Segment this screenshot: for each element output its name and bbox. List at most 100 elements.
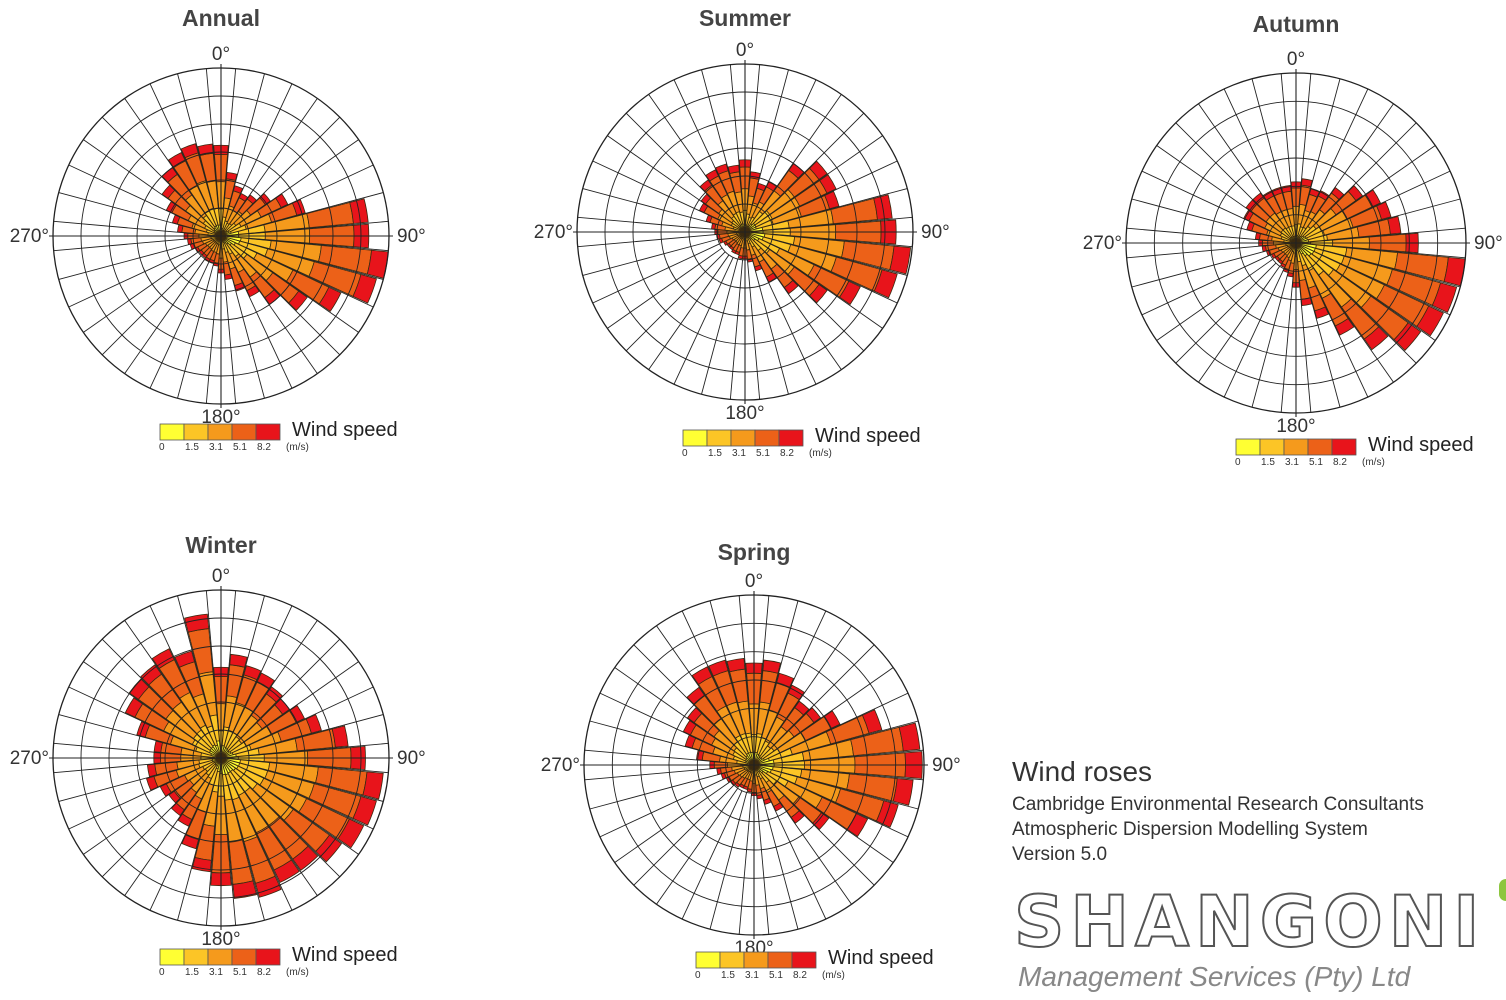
grid-spoke — [1318, 145, 1436, 228]
legend-swatch-bin2 — [207, 948, 233, 966]
grid-spoke — [773, 784, 875, 886]
grid-spoke — [746, 259, 761, 400]
grid-spoke — [582, 188, 719, 226]
legend-tick: 8.2 — [257, 442, 271, 453]
petal-winter-120-bin4 — [337, 818, 365, 849]
grid-spoke — [1251, 78, 1290, 216]
grid-spoke — [227, 595, 265, 732]
petal-summer-130-bin4 — [809, 283, 828, 304]
grid-spoke — [1324, 227, 1466, 241]
legend-swatch-bin2 — [207, 423, 233, 441]
grid-spoke — [205, 263, 220, 404]
grid-spoke — [589, 771, 727, 810]
legend-swatch-bin4 — [778, 429, 804, 447]
petal-summer-100-bin4 — [889, 245, 912, 275]
grid-spoke — [1156, 258, 1274, 341]
petal-spring-80-bin4 — [898, 722, 921, 752]
grid-spoke — [582, 238, 719, 276]
grid-spoke — [177, 262, 215, 399]
grid-spoke — [760, 792, 799, 930]
petal-annual-340-bin4 — [180, 143, 199, 159]
grid-spoke — [769, 787, 852, 905]
grid-spoke — [1302, 78, 1341, 216]
legend-swatch-bin3 — [1307, 438, 1333, 456]
legend-swatch-bin0 — [159, 423, 185, 441]
legend-swatch-bin3 — [231, 948, 257, 966]
grid-spoke — [232, 605, 293, 733]
legend-tick: 8.2 — [1333, 457, 1347, 468]
legend-swatch-bin4 — [255, 423, 281, 441]
petal-annual-80-bin3 — [306, 201, 354, 229]
grid-spoke — [1323, 198, 1461, 237]
direction-label-west: 270° — [10, 226, 49, 247]
grid-spoke — [124, 98, 206, 214]
legend-unit: (m/s) — [286, 442, 309, 453]
legend-swatch-bin0 — [159, 948, 185, 966]
legend-swatch-bin2 — [743, 951, 769, 969]
grid-spoke — [779, 776, 909, 838]
legend-swatch-bin4 — [1331, 438, 1357, 456]
petal-spring-10-bin4 — [762, 659, 782, 674]
petal-winter-140-bin4 — [292, 845, 319, 871]
petal-autumn-110-bin4 — [1431, 282, 1458, 313]
grid-spoke — [648, 94, 730, 210]
grid-spoke — [756, 79, 817, 207]
grid-spoke — [625, 112, 726, 213]
petal-autumn-50-bin4 — [1347, 185, 1364, 202]
legend-title: Wind speed — [815, 425, 921, 447]
grid-spoke — [592, 243, 720, 304]
grid-spoke — [240, 777, 341, 878]
petal-winter-100-bin4 — [362, 771, 384, 800]
grid-spoke — [246, 686, 374, 747]
chart-title-autumn: Autumn — [1253, 11, 1340, 37]
grid-spoke — [681, 790, 743, 920]
grid-spoke — [236, 258, 318, 374]
grid-spoke — [248, 237, 389, 252]
petal-annual-70-bin4 — [291, 199, 306, 216]
chart-title-spring: Spring — [718, 539, 791, 565]
legend-swatch-bin3 — [767, 951, 793, 969]
grid-spoke — [738, 595, 752, 737]
grid-spoke — [782, 767, 924, 781]
petal-spring-310-bin4 — [686, 707, 703, 724]
legend-swatch-bin0 — [1235, 438, 1261, 456]
grid-spoke — [101, 116, 202, 217]
legend-tick: 1.5 — [1261, 457, 1275, 468]
legend-swatch-bin4 — [255, 948, 281, 966]
petal-winter-70-bin4 — [305, 714, 322, 734]
petal-annual-110-bin4 — [352, 274, 377, 304]
grid-spoke — [765, 790, 827, 920]
petal-annual-310-bin4 — [161, 184, 176, 199]
grid-spoke — [243, 661, 359, 743]
legend-tick: 3.1 — [209, 442, 223, 453]
grid-spoke — [765, 610, 827, 740]
grid-spoke — [1280, 271, 1294, 413]
petal-spring-300-bin4 — [682, 720, 697, 736]
grid-spoke — [773, 644, 875, 746]
legend-tick: 8.2 — [793, 970, 807, 981]
grid-spoke — [149, 783, 210, 911]
petal-winter-10-bin4 — [229, 653, 248, 668]
grid-spoke — [1307, 268, 1369, 398]
petal-spring-190-bin4 — [746, 788, 753, 793]
petal-autumn-60-bin4 — [1364, 189, 1381, 208]
footer-title: Wind roses — [1012, 756, 1153, 787]
grid-spoke — [771, 238, 908, 276]
petal-winter-350-bin4 — [184, 613, 210, 633]
petal-summer-110-bin4 — [873, 269, 898, 299]
logo-subtitle: Management Services (Pty) Ltd — [1018, 961, 1411, 992]
grid-spoke — [1318, 258, 1436, 341]
grid-spoke — [1298, 73, 1312, 215]
petal-winter-330-bin4 — [151, 648, 175, 669]
petal-annual-120-bin4 — [318, 286, 342, 312]
petals-winter — [124, 613, 384, 899]
grid-spoke — [83, 773, 199, 855]
grid-spoke — [247, 714, 384, 752]
petal-summer-60-bin4 — [819, 174, 837, 194]
footer-block: Wind roses Cambridge Environmental Resea… — [1012, 756, 1506, 1000]
legend-swatch-bin1 — [706, 429, 732, 447]
direction-label-west: 270° — [10, 748, 49, 769]
grid-spoke — [58, 242, 195, 280]
grid-spoke — [83, 661, 199, 743]
